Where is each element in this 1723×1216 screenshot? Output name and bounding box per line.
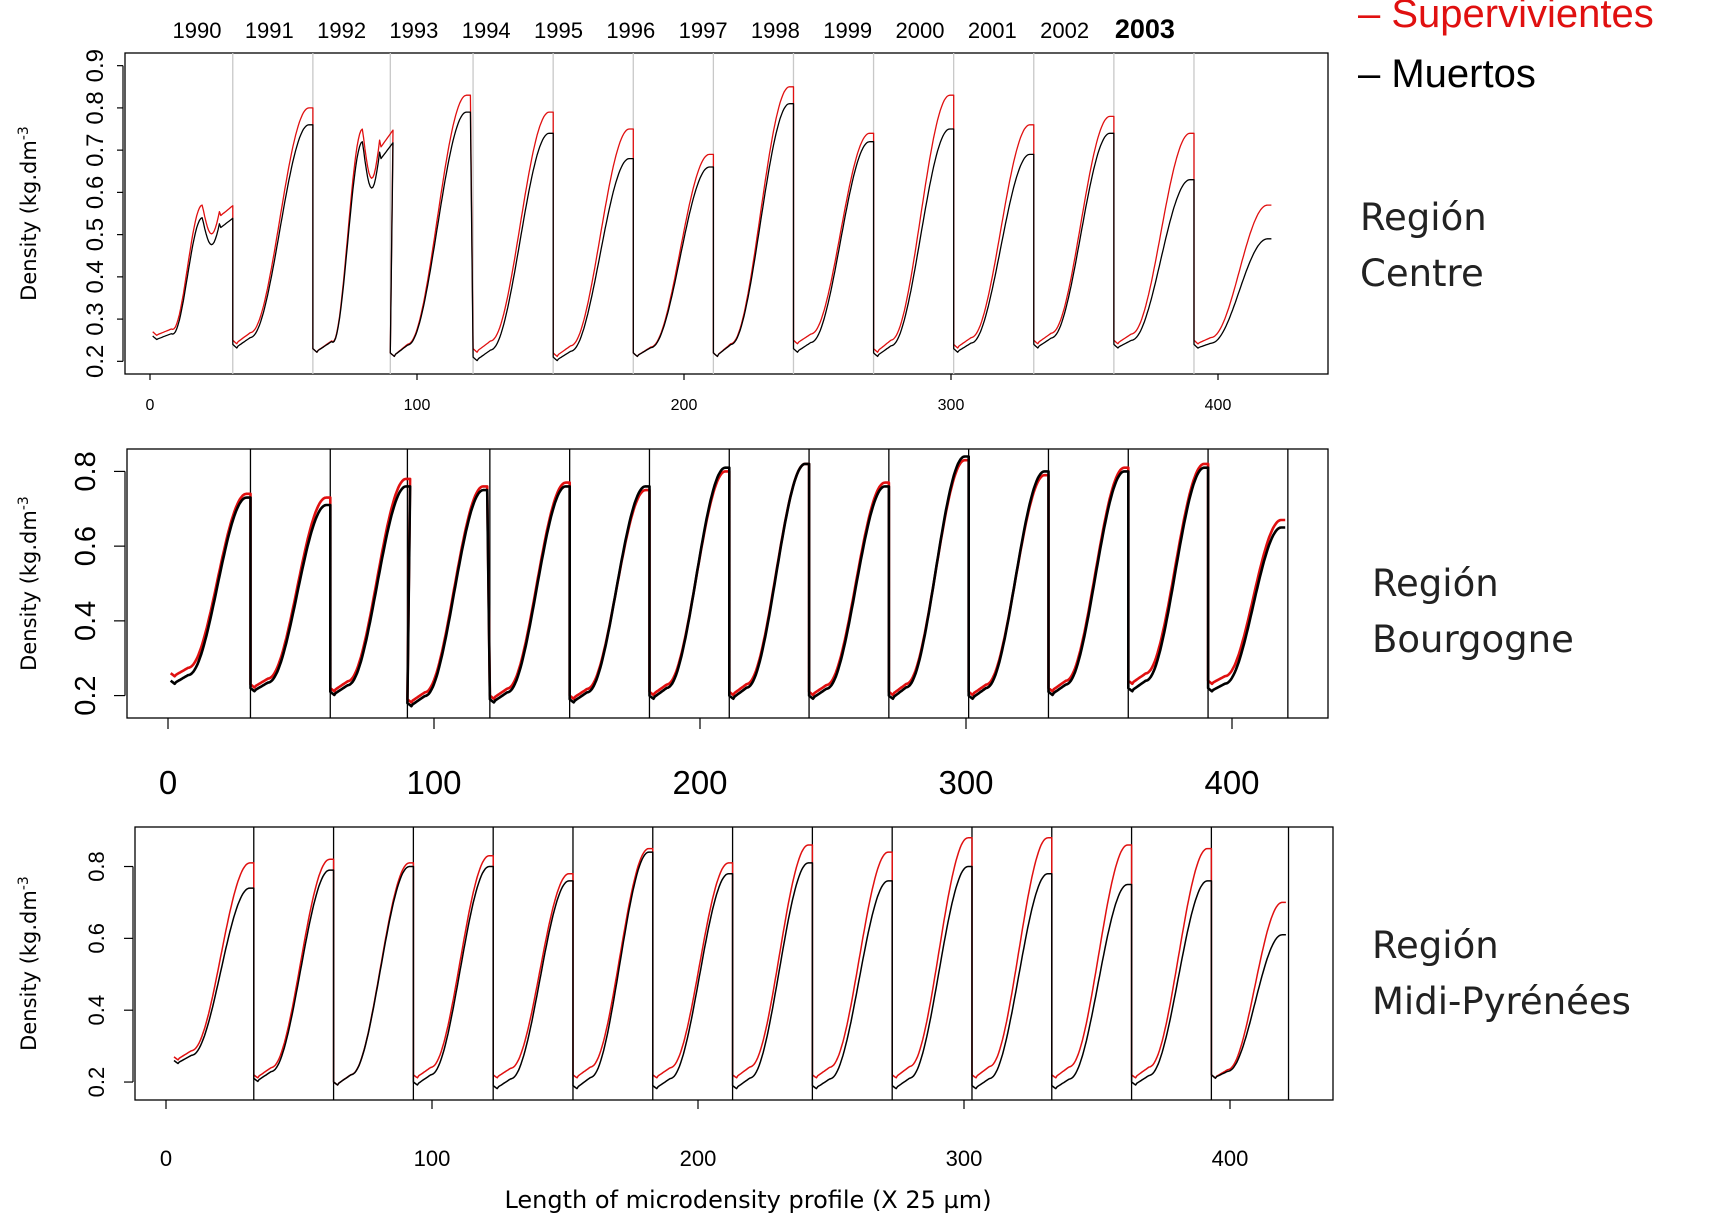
y-tick-label: 0.2 [84, 1067, 109, 1098]
y-tick-label: 0.7 [82, 133, 109, 166]
region-label-bourgogne: Región Bourgogne [1372, 556, 1574, 668]
year-label: 2001 [968, 18, 1017, 43]
series-line-dead [152, 103, 1272, 362]
plot-frame [124, 52, 1329, 375]
y-axis-label: Density (kg.dm-3 [16, 126, 41, 301]
year-label: 1999 [823, 18, 872, 43]
year-label: 1991 [245, 18, 294, 43]
x-tick-label: 0 [159, 764, 177, 801]
x-axis-label: Length of microdensity profile (X 25 µm) [504, 1186, 991, 1214]
x-tick-label: 100 [414, 1146, 451, 1171]
y-tick-label: 0.8 [84, 851, 109, 882]
y-axis-label: Density (kg.dm-3 [16, 876, 41, 1051]
x-tick-label: 100 [406, 764, 461, 801]
year-label: 1993 [389, 18, 438, 43]
x-tick-label: 200 [671, 397, 698, 414]
year-labels: 1990 1991 1992 1993 1994 1995 1996 1997 1998 1999… [173, 14, 1175, 44]
region-label-midi: Región Midi-Pyrénées [1372, 918, 1631, 1030]
region-label-bourgogne-line2: Bourgogne [1372, 618, 1574, 661]
y-tick-label: 0.2 [82, 345, 109, 378]
region-label-midi-line1: Región [1372, 924, 1499, 967]
year-label: 1994 [462, 18, 511, 43]
y-tick-label: 0.4 [84, 995, 109, 1026]
year-label: 1997 [679, 18, 728, 43]
legend-dead-label: – Muertos [1358, 52, 1536, 96]
x-tick-label: 300 [938, 764, 993, 801]
year-label: 1998 [751, 18, 800, 43]
y-axis-label: Density (kg.dm-3 [16, 496, 41, 671]
x-tick-label: 200 [672, 764, 727, 801]
year-label: 1996 [606, 18, 655, 43]
legend-dead: – Muertos [1358, 52, 1536, 97]
x-tick-label: 300 [938, 397, 965, 414]
y-tick-label: 0.9 [82, 49, 109, 82]
region-label-centre: Región Centre [1360, 190, 1487, 302]
y-tick-label: 0.8 [70, 451, 102, 491]
y-tick-label: 0.4 [82, 260, 109, 293]
x-tick-label: 0 [160, 1146, 172, 1171]
y-tick-label: 0.6 [70, 526, 102, 566]
x-tick-label: 100 [404, 397, 431, 414]
y-tick-label: 0.3 [82, 302, 109, 335]
y-tick-label: 0.4 [70, 601, 102, 641]
series-line-survivors [152, 86, 1272, 358]
series-line-survivors [169, 458, 1286, 704]
region-label-bourgogne-line1: Región [1372, 562, 1499, 605]
year-label: 1990 [173, 18, 222, 43]
panel-centre: 0.2 0.3 0.4 0.5 0.6 0.7 0.8 0.9 Density (kg.dm-3… [16, 49, 1329, 414]
x-tick-label: 0 [146, 397, 155, 414]
year-label: 2003 [1115, 14, 1175, 44]
y-tick-label: 0.6 [82, 176, 109, 209]
legend-survivors: – Supervivientes [1358, 0, 1654, 37]
panel-bourgogne: 0.2 0.4 0.6 0.8 Density (kg.dm-3 0 100 200 300 40… [16, 448, 1329, 801]
y-tick-label: 0.5 [82, 218, 109, 251]
x-tick-label: 300 [946, 1146, 983, 1171]
year-label: 2002 [1040, 18, 1089, 43]
panel-midi-pyr-n-es: 0.2 0.4 0.6 0.8 Density (kg.dm-3 0 100 200 300 40… [16, 826, 1334, 1171]
x-tick-label: 400 [1204, 764, 1259, 801]
region-label-midi-line2: Midi-Pyrénées [1372, 980, 1631, 1023]
series-line-dead [173, 851, 1286, 1090]
x-tick-label: 400 [1205, 397, 1232, 414]
year-label: 1995 [534, 18, 583, 43]
plot-frame [126, 448, 1329, 719]
y-tick-label: 0.8 [82, 91, 109, 124]
x-tick-label: 400 [1212, 1146, 1249, 1171]
plot-frame [134, 826, 1334, 1101]
year-label: 1992 [317, 18, 366, 43]
series-line-dead [169, 455, 1286, 708]
x-tick-label: 200 [680, 1146, 717, 1171]
y-tick-label: 0.6 [84, 923, 109, 954]
region-label-centre-line2: Centre [1360, 252, 1484, 295]
legend-survivors-label: – Supervivientes [1358, 0, 1654, 36]
region-label-centre-line1: Región [1360, 196, 1487, 239]
series-line-survivors [173, 837, 1286, 1086]
y-tick-label: 0.2 [70, 675, 102, 715]
year-label: 2000 [896, 18, 945, 43]
